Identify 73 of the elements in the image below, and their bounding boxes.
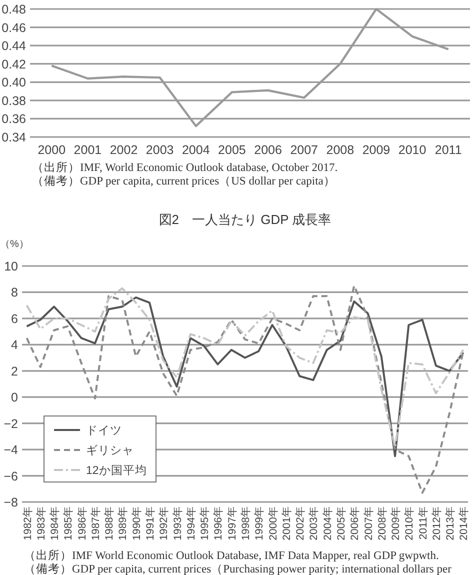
x-tick-label: 1986年 — [76, 506, 88, 540]
x-tick-label: 1996年 — [212, 506, 225, 540]
x-tick-label: 2000年 — [267, 506, 280, 540]
y-tick-label: 2 — [11, 364, 18, 378]
x-tick-label: 2011 — [434, 143, 462, 157]
x-tick-label: 1993年 — [172, 506, 184, 540]
y-tick-label: 10 — [4, 260, 18, 274]
x-tick-label: 1997年 — [226, 506, 238, 540]
x-tick-label: 1991年 — [144, 506, 157, 540]
y-tick-label: 0.38 — [2, 94, 26, 108]
legend-label: ドイツ — [86, 425, 122, 437]
x-tick-label: 2010年 — [404, 506, 416, 540]
x-tick-label: 2003 — [146, 143, 174, 157]
text: （出所）IMF World Economic Outlook Database, IMF Data Mapper, real GDP gwpwth. — [24, 549, 439, 562]
x-tick-label: 2002年 — [294, 506, 307, 540]
x-tick-label: 2014年 — [458, 506, 470, 540]
y-tick-label: 0.42 — [2, 57, 26, 72]
x-tick-label: 1982年 — [22, 506, 34, 540]
y-tick-label: −2 — [4, 416, 18, 431]
x-tick-label: 2000 — [38, 143, 66, 157]
x-tick-label: 1983年 — [35, 506, 48, 540]
y-tick-label: 0.48 — [2, 2, 26, 16]
x-tick-label: 2007年 — [362, 506, 375, 540]
x-tick-label: 2006年 — [349, 506, 362, 540]
y-tick-label: 8 — [11, 286, 18, 300]
text: （備考）GDP per capita, current prices（US dollar per capita） — [32, 174, 336, 188]
y-tick-label: 0.40 — [2, 76, 26, 90]
x-tick-label: 2008 — [326, 143, 354, 157]
x-tick-label: 2008年 — [376, 506, 388, 540]
legend-label: 12か国平均 — [86, 464, 147, 477]
x-tick-label: 2005 — [218, 143, 246, 157]
x-tick-label: 1995年 — [199, 506, 212, 540]
y-tick-label: −8 — [4, 496, 18, 510]
x-tick-label: 1985年 — [62, 506, 75, 540]
y-tick-label: −6 — [4, 469, 18, 484]
y-tick-label: 0.34 — [2, 130, 26, 144]
x-tick-label: 2003年 — [308, 506, 320, 540]
x-tick-label: 2001年 — [280, 506, 293, 540]
x-tick-label: 1999年 — [254, 506, 266, 540]
x-tick-label: 1988年 — [104, 506, 116, 540]
x-tick-label: 2013年 — [444, 506, 457, 540]
x-tick-label: 2010 — [398, 143, 426, 157]
y-tick-label: 6 — [11, 312, 18, 326]
y-tick-label: −4 — [4, 443, 18, 458]
x-tick-label: 1992年 — [158, 506, 170, 540]
y-tick-label: 0.36 — [2, 112, 26, 126]
x-tick-label: 2006 — [254, 143, 282, 157]
x-tick-label: 2009年 — [390, 506, 402, 540]
x-tick-label: 1989年 — [117, 506, 130, 540]
y-tick-label: 4 — [11, 338, 18, 352]
x-tick-label: 2004 — [182, 143, 210, 157]
legend-label: ギリシャ — [86, 444, 134, 457]
x-tick-label: 1987年 — [90, 506, 102, 540]
y-tick-label: 0.44 — [2, 39, 26, 54]
y-tick-label: 0 — [11, 390, 18, 405]
x-tick-label: 2004年 — [322, 506, 334, 540]
x-tick-label: 2007 — [290, 143, 318, 157]
y-axis-title: （%） — [0, 239, 29, 250]
x-tick-label: 1998年 — [240, 506, 252, 540]
chart-title: 図2 一人当たり GDP 成長率 — [158, 212, 332, 227]
x-tick-label: 1984年 — [49, 506, 62, 540]
x-tick-label: 2009 — [362, 143, 390, 157]
text: （備考）GDP per capita, current prices（Purchasing power parity; international dollars per — [24, 562, 452, 575]
x-tick-label: 2002 — [110, 143, 138, 157]
x-tick-label: 2012年 — [430, 506, 443, 540]
y-tick-label: 0.46 — [2, 20, 26, 35]
x-tick-label: 1990年 — [130, 506, 143, 540]
x-tick-label: 2005年 — [335, 506, 348, 540]
x-tick-label: 2011年 — [417, 506, 430, 540]
text: （出所）IMF, World Economic Outlook database, October 2017. — [32, 161, 338, 174]
x-tick-label: 2001 — [74, 143, 102, 157]
line-series — [26, 284, 464, 494]
x-tick-label: 1994年 — [185, 506, 198, 540]
